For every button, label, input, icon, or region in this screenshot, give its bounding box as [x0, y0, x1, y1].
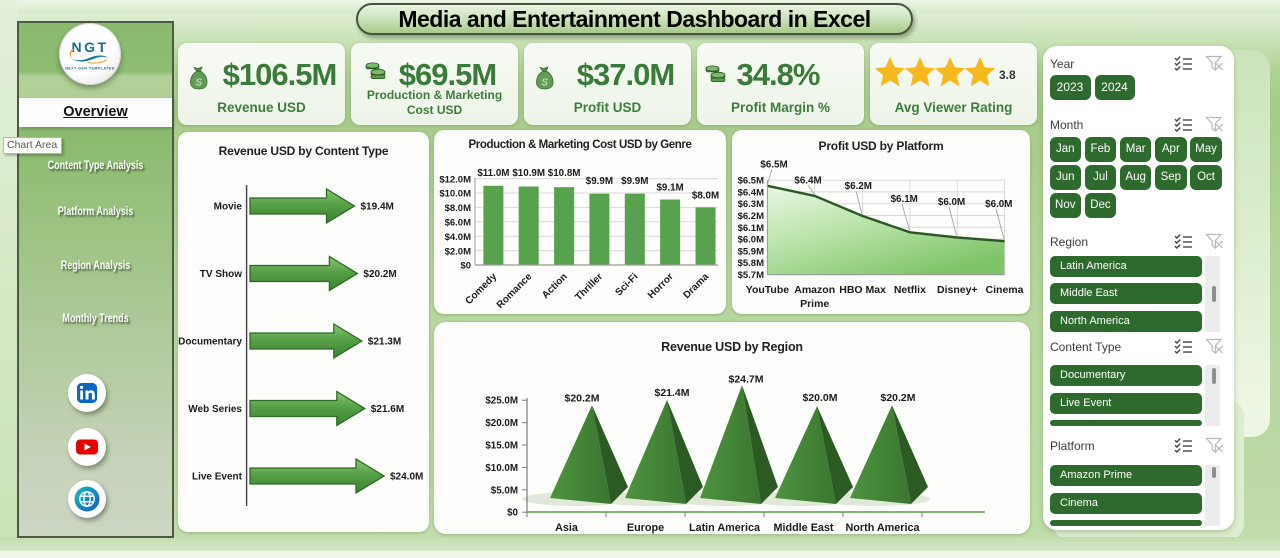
svg-text:$10.8M: $10.8M	[548, 168, 581, 179]
svg-text:3.8: 3.8	[999, 68, 1016, 82]
svg-text:$5.0M: $5.0M	[491, 485, 518, 496]
svg-text:$21.6M: $21.6M	[371, 404, 404, 415]
svg-text:$6.5M: $6.5M	[760, 160, 787, 171]
svg-text:$21.4M: $21.4M	[654, 387, 689, 399]
svg-text:$11.0M: $11.0M	[477, 168, 509, 179]
svg-text:Latin America: Latin America	[689, 522, 761, 534]
svg-text:Comedy: Comedy	[463, 271, 499, 307]
svg-text:$21.3M: $21.3M	[368, 337, 401, 348]
svg-text:$12.0M: $12.0M	[439, 174, 471, 185]
svg-text:Thriller: Thriller	[573, 271, 605, 303]
svg-text:Europe: Europe	[627, 522, 664, 534]
svg-text:$20.0M: $20.0M	[485, 418, 518, 429]
svg-text:YouTube: YouTube	[746, 284, 790, 296]
svg-text:$20.2M: $20.2M	[880, 392, 915, 404]
svg-text:TV Show: TV Show	[200, 269, 242, 280]
svg-text:S: S	[195, 78, 202, 89]
svg-text:$6.0M: $6.0M	[738, 235, 764, 246]
svg-text:$6.1M: $6.1M	[891, 194, 918, 205]
svg-text:Action: Action	[540, 271, 570, 301]
svg-text:$6.0M: $6.0M	[938, 197, 965, 208]
svg-text:Disney+: Disney+	[937, 284, 978, 296]
svg-text:$6.4M: $6.4M	[794, 176, 821, 187]
svg-text:$6.5M: $6.5M	[738, 176, 764, 187]
svg-text:Live Event: Live Event	[192, 472, 243, 483]
svg-text:Prime: Prime	[800, 298, 829, 310]
svg-text:Romance: Romance	[495, 271, 535, 311]
svg-text:Netflix: Netflix	[894, 284, 926, 296]
svg-text:Middle East: Middle East	[774, 522, 834, 534]
svg-text:$6.3M: $6.3M	[738, 199, 764, 210]
svg-text:$6.0M: $6.0M	[985, 199, 1012, 210]
svg-text:$6.0M: $6.0M	[445, 218, 471, 229]
svg-text:$5.8M: $5.8M	[738, 258, 764, 269]
svg-text:Documentary: Documentary	[178, 337, 242, 348]
svg-text:$6.2M: $6.2M	[738, 211, 764, 222]
svg-text:$0: $0	[460, 261, 471, 272]
svg-text:$15.0M: $15.0M	[485, 441, 518, 452]
svg-text:$5.9M: $5.9M	[738, 246, 764, 257]
svg-text:$9.1M: $9.1M	[656, 183, 683, 194]
svg-text:Horror: Horror	[646, 271, 676, 301]
svg-text:$20.0M: $20.0M	[802, 392, 837, 404]
svg-text:$6.1M: $6.1M	[738, 223, 764, 234]
svg-text:$4.0M: $4.0M	[445, 232, 471, 243]
svg-text:$8.0M: $8.0M	[692, 191, 719, 202]
svg-text:Amazon: Amazon	[794, 284, 835, 296]
svg-text:$10.9M: $10.9M	[512, 168, 545, 179]
svg-text:Drama: Drama	[681, 271, 711, 301]
svg-text:$2.0M: $2.0M	[445, 246, 471, 257]
svg-text:$6.2M: $6.2M	[845, 181, 872, 192]
svg-text:$9.9M: $9.9M	[586, 176, 613, 187]
svg-text:$10.0M: $10.0M	[439, 189, 471, 200]
svg-text:$20.2M: $20.2M	[363, 269, 396, 280]
svg-text:Asia: Asia	[555, 522, 579, 534]
svg-text:$5.7M: $5.7M	[738, 270, 764, 281]
svg-text:$0: $0	[507, 508, 518, 519]
svg-text:NEXT GEN TEMPLATES: NEXT GEN TEMPLATES	[65, 67, 114, 71]
svg-text:$20.2M: $20.2M	[564, 393, 599, 405]
svg-text:$24.0M: $24.0M	[390, 472, 423, 483]
svg-text:$24.7M: $24.7M	[728, 374, 763, 386]
svg-text:Movie: Movie	[214, 202, 243, 213]
svg-text:$25.0M: $25.0M	[485, 396, 518, 407]
svg-text:Cinema: Cinema	[986, 284, 1024, 296]
svg-text:HBO Max: HBO Max	[839, 284, 886, 296]
svg-text:S: S	[541, 78, 548, 89]
svg-text:Web Series: Web Series	[188, 404, 242, 415]
svg-text:North America: North America	[846, 522, 921, 534]
svg-text:$6.4M: $6.4M	[738, 187, 764, 198]
svg-text:$10.0M: $10.0M	[485, 463, 518, 474]
svg-text:$9.9M: $9.9M	[621, 176, 648, 187]
svg-text:Sci-Fi: Sci-Fi	[613, 271, 640, 298]
svg-text:$19.4M: $19.4M	[361, 202, 394, 213]
svg-text:$8.0M: $8.0M	[445, 203, 471, 214]
